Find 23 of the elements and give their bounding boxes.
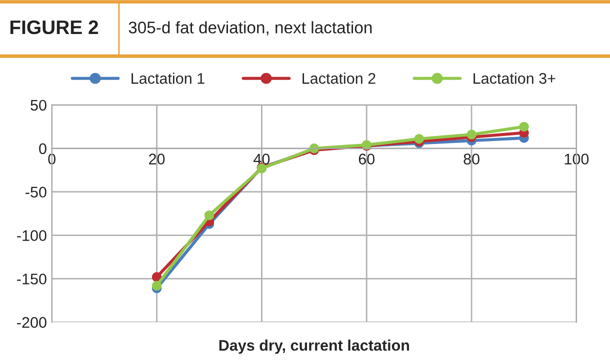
legend-label: Lactation 3+: [474, 72, 556, 84]
point: [466, 130, 476, 140]
point: [519, 122, 529, 132]
x-tick-label: 100: [564, 154, 589, 165]
x-tick-label: 60: [358, 154, 375, 165]
point: [414, 134, 424, 144]
y-tick-label: -200: [17, 317, 46, 328]
x-tick-label: 80: [464, 154, 480, 165]
y-tick-label: -150: [17, 274, 46, 284]
legend-label: Lactation 1: [132, 72, 204, 84]
x-tick-label: 0: [48, 154, 56, 165]
legend-label: Lactation 2: [302, 72, 376, 84]
x-tick-label: 40: [254, 154, 270, 165]
point: [204, 210, 214, 220]
y-tick-label: -50: [26, 186, 46, 198]
x-tick-label: 20: [149, 154, 165, 165]
y-tick-label: 50: [30, 100, 46, 111]
y-tick-label: 0: [39, 143, 46, 154]
point: [152, 280, 162, 291]
x-axis-title: Days dry, current lactation: [219, 340, 410, 354]
caption: FIGURE 2: [10, 20, 98, 34]
chart-title: 305-d fat deviation, next lactation: [128, 21, 372, 36]
y-tick-label: -100: [17, 230, 46, 241]
